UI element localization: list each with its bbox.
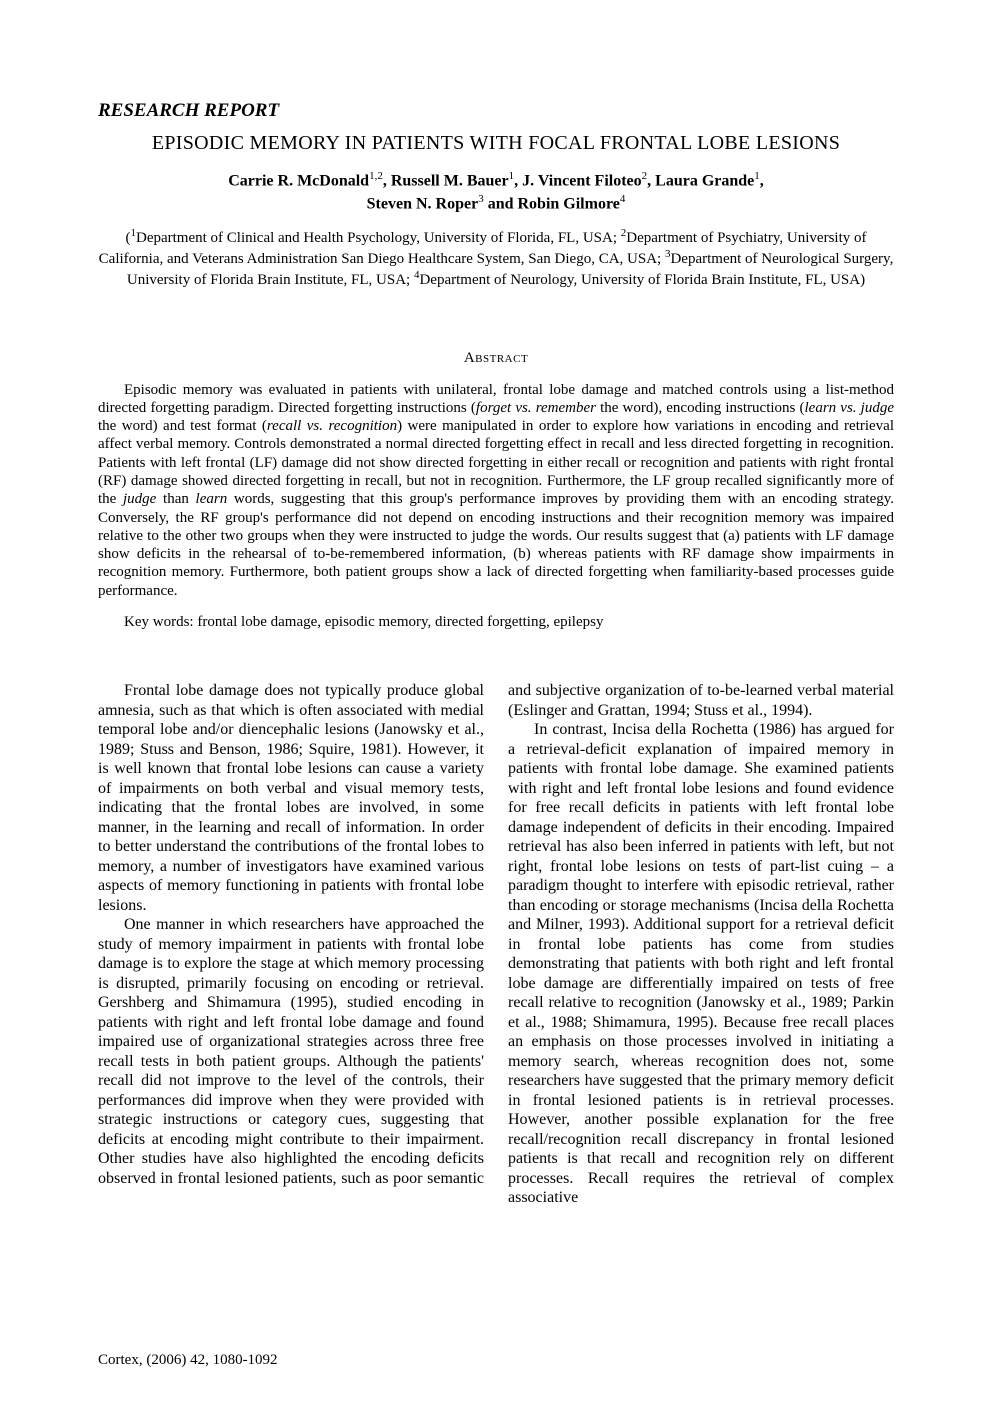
body-paragraph: Frontal lobe damage does not typically p… bbox=[98, 681, 484, 915]
authors: Carrie R. McDonald1,2, Russell M. Bauer1… bbox=[98, 169, 894, 215]
body-columns: Frontal lobe damage does not typically p… bbox=[98, 681, 894, 1208]
page: RESEARCH REPORT EPISODIC MEMORY IN PATIE… bbox=[0, 0, 992, 1403]
body-paragraph: In contrast, Incisa della Rochetta (1986… bbox=[508, 720, 894, 1208]
paper-title: EPISODIC MEMORY IN PATIENTS WITH FOCAL F… bbox=[98, 132, 894, 155]
section-label: RESEARCH REPORT bbox=[98, 100, 894, 122]
affiliations: (1Department of Clinical and Health Psyc… bbox=[98, 227, 894, 289]
footer-citation: Cortex, (2006) 42, 1080-1092 bbox=[98, 1352, 278, 1369]
abstract-heading: Abstract bbox=[98, 350, 894, 367]
keywords: Key words: frontal lobe damage, episodic… bbox=[98, 614, 894, 631]
abstract-body: Episodic memory was evaluated in patient… bbox=[98, 381, 894, 601]
